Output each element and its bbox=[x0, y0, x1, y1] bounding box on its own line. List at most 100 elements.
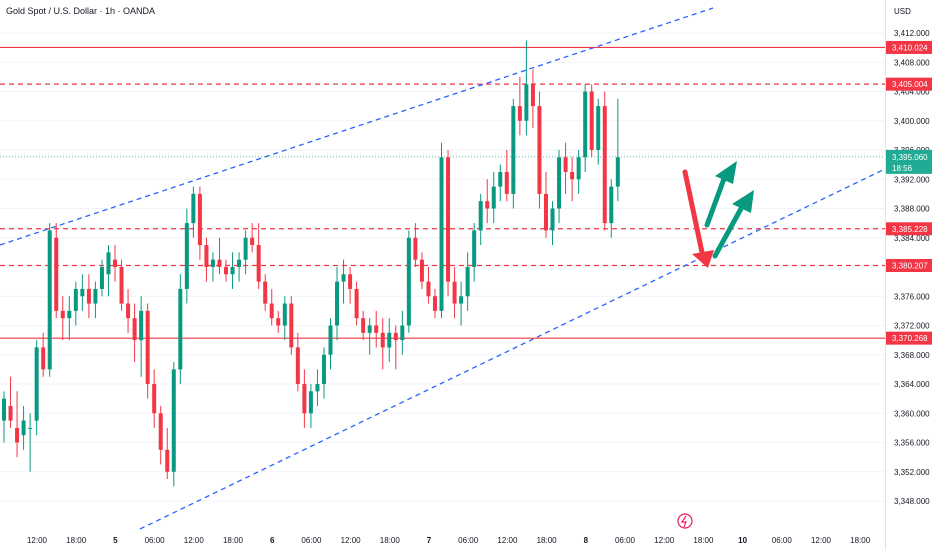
flash-icon[interactable] bbox=[677, 513, 693, 529]
time-axis[interactable]: 12:00 18:00 5 06:00 12:00 18:00 6 06:00 12:00 18:… bbox=[27, 536, 871, 545]
candle[interactable] bbox=[374, 310, 379, 348]
candle[interactable] bbox=[393, 325, 398, 370]
candle[interactable] bbox=[524, 40, 529, 136]
candle[interactable] bbox=[530, 69, 535, 129]
candle[interactable] bbox=[15, 391, 20, 458]
candle[interactable] bbox=[602, 91, 607, 231]
candle[interactable] bbox=[367, 318, 372, 355]
candle[interactable] bbox=[80, 274, 85, 311]
candle[interactable] bbox=[86, 274, 91, 319]
candle[interactable] bbox=[191, 186, 196, 238]
candle[interactable] bbox=[269, 288, 274, 326]
candle[interactable] bbox=[419, 252, 424, 289]
candle[interactable] bbox=[139, 296, 144, 377]
candle[interactable] bbox=[8, 376, 13, 428]
candle[interactable] bbox=[224, 259, 229, 282]
candle[interactable] bbox=[230, 252, 235, 289]
candle[interactable] bbox=[178, 274, 183, 384]
candle[interactable] bbox=[570, 157, 575, 202]
candle[interactable] bbox=[537, 91, 542, 209]
candle[interactable] bbox=[276, 310, 281, 333]
candle[interactable] bbox=[28, 413, 33, 472]
lower-trendline[interactable] bbox=[139, 167, 888, 530]
candle[interactable] bbox=[93, 281, 98, 319]
candle[interactable] bbox=[21, 405, 26, 450]
candle[interactable] bbox=[452, 267, 457, 319]
candle[interactable] bbox=[361, 310, 366, 341]
candle[interactable] bbox=[250, 223, 255, 253]
trend-channel[interactable] bbox=[0, 7, 888, 530]
candle[interactable] bbox=[256, 223, 261, 289]
candle[interactable] bbox=[446, 150, 451, 297]
candle[interactable] bbox=[504, 150, 509, 202]
candle[interactable] bbox=[465, 252, 470, 311]
candle[interactable] bbox=[113, 245, 118, 282]
candle[interactable] bbox=[171, 362, 176, 487]
candle[interactable] bbox=[348, 267, 353, 304]
candle[interactable] bbox=[557, 150, 562, 224]
candle[interactable] bbox=[158, 405, 163, 465]
candle[interactable] bbox=[289, 296, 294, 355]
projection-arrows[interactable] bbox=[682, 161, 754, 268]
candle[interactable] bbox=[485, 179, 490, 224]
candle[interactable] bbox=[237, 252, 242, 282]
currency-label[interactable]: USD bbox=[894, 7, 911, 16]
candle[interactable] bbox=[184, 208, 189, 304]
candle[interactable] bbox=[119, 259, 124, 311]
candle[interactable] bbox=[217, 237, 222, 275]
candle[interactable] bbox=[54, 223, 59, 319]
candle[interactable] bbox=[41, 332, 46, 377]
candle[interactable] bbox=[335, 267, 340, 341]
candle[interactable] bbox=[380, 318, 385, 370]
candle[interactable] bbox=[413, 223, 418, 267]
candle[interactable] bbox=[165, 427, 170, 480]
candle[interactable] bbox=[609, 179, 614, 238]
candle[interactable] bbox=[426, 267, 431, 304]
candle[interactable] bbox=[511, 98, 516, 209]
candle[interactable] bbox=[73, 281, 78, 326]
candle[interactable] bbox=[243, 230, 248, 275]
candles[interactable] bbox=[2, 40, 620, 487]
candle[interactable] bbox=[328, 318, 333, 370]
candle[interactable] bbox=[126, 288, 131, 333]
candle[interactable] bbox=[472, 223, 477, 282]
candle[interactable] bbox=[308, 384, 313, 428]
candle[interactable] bbox=[498, 164, 503, 202]
candle[interactable] bbox=[354, 281, 359, 326]
candle[interactable] bbox=[2, 391, 6, 443]
candle[interactable] bbox=[152, 369, 157, 428]
candle[interactable] bbox=[263, 274, 268, 311]
candle[interactable] bbox=[197, 186, 202, 260]
up-arrow-1[interactable] bbox=[704, 161, 737, 228]
candle[interactable] bbox=[550, 201, 555, 246]
candle[interactable] bbox=[60, 296, 65, 341]
candle[interactable] bbox=[145, 303, 150, 399]
candle[interactable] bbox=[459, 281, 464, 326]
candle[interactable] bbox=[282, 296, 287, 341]
candle[interactable] bbox=[321, 347, 326, 399]
candle[interactable] bbox=[432, 288, 437, 319]
down-arrow[interactable] bbox=[682, 169, 714, 268]
candle[interactable] bbox=[596, 98, 601, 165]
candle[interactable] bbox=[576, 150, 581, 194]
candle[interactable] bbox=[478, 193, 483, 246]
candle[interactable] bbox=[99, 259, 104, 297]
candle[interactable] bbox=[406, 230, 411, 333]
candle[interactable] bbox=[439, 142, 444, 319]
candle[interactable] bbox=[302, 369, 307, 428]
candle[interactable] bbox=[491, 171, 496, 224]
candle[interactable] bbox=[387, 318, 392, 363]
candle[interactable] bbox=[615, 98, 620, 202]
up-arrow-2[interactable] bbox=[712, 190, 754, 259]
candle[interactable] bbox=[106, 245, 111, 297]
candle[interactable] bbox=[204, 237, 209, 282]
candle[interactable] bbox=[583, 84, 588, 172]
candle[interactable] bbox=[132, 303, 137, 363]
candle[interactable] bbox=[543, 171, 548, 238]
candle[interactable] bbox=[517, 76, 522, 136]
candle[interactable] bbox=[563, 142, 568, 194]
candle[interactable] bbox=[315, 369, 320, 406]
candle[interactable] bbox=[47, 223, 52, 377]
candle[interactable] bbox=[295, 332, 300, 392]
